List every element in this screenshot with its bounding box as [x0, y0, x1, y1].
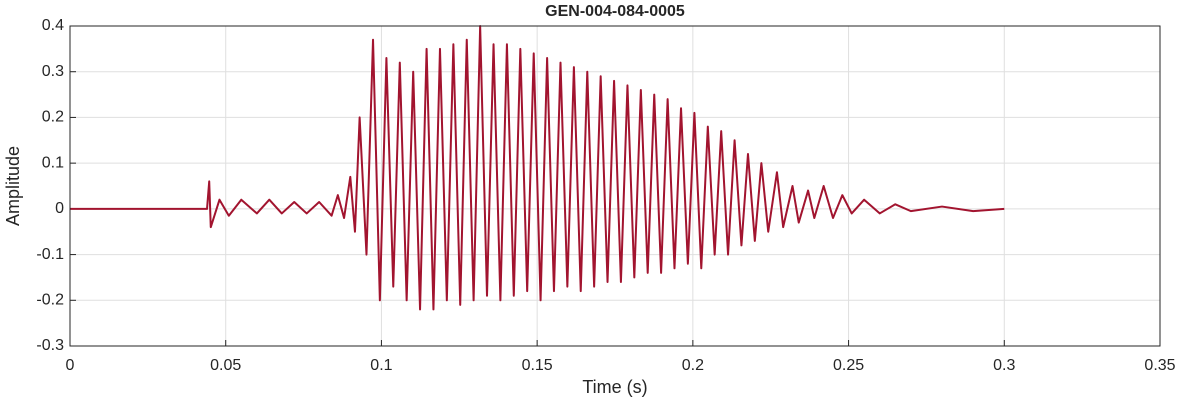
x-tick-label: 0.1: [370, 357, 392, 374]
y-tick-label: -0.2: [36, 292, 64, 309]
y-tick-label: 0.3: [42, 63, 64, 80]
plot-area: [70, 26, 1160, 346]
x-tick-label: 0.35: [1144, 357, 1175, 374]
x-axis-label: Time (s): [582, 377, 647, 397]
x-tick-label: 0.2: [682, 357, 704, 374]
x-tick-label: 0.05: [210, 357, 241, 374]
x-tick-label: 0: [66, 357, 75, 374]
y-tick-label: 0.1: [42, 154, 64, 171]
y-tick-label: 0.4: [42, 17, 64, 34]
waveform-line: [70, 25, 1005, 311]
y-axis-label: Amplitude: [3, 146, 23, 226]
x-tick-label: 0.25: [833, 357, 864, 374]
y-tick-label: -0.1: [36, 246, 64, 263]
y-tick-label: -0.3: [36, 337, 64, 354]
y-tick-label: 0: [55, 200, 64, 217]
chart-title: GEN-004-084-0005: [545, 3, 685, 20]
x-tick-label: 0.3: [993, 357, 1015, 374]
y-tick-label: 0.2: [42, 109, 64, 126]
axes-box: [69, 25, 1161, 347]
x-tick-label: 0.15: [522, 357, 553, 374]
